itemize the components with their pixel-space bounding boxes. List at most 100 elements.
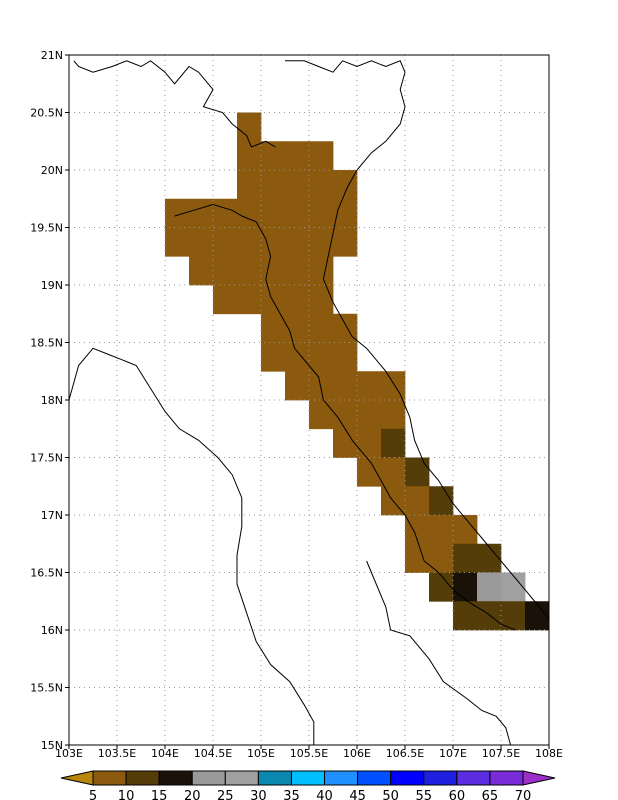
grid-cell bbox=[477, 572, 502, 602]
grid-cell bbox=[237, 227, 262, 257]
colorbar-label: 25 bbox=[217, 789, 234, 800]
lat-tick-label: 16.5N bbox=[30, 567, 63, 580]
grid-cell bbox=[213, 227, 238, 257]
lon-tick-label: 104E bbox=[151, 747, 179, 760]
grid-cell bbox=[357, 371, 382, 401]
grid-cell bbox=[333, 342, 358, 372]
grid-cell bbox=[189, 227, 214, 257]
colorbar-swatch bbox=[125, 770, 160, 786]
grid-cell bbox=[285, 227, 310, 257]
colorbar-label: 20 bbox=[184, 789, 201, 800]
grid-cell bbox=[453, 601, 478, 631]
grid-cell bbox=[237, 198, 262, 228]
colorbar-label: 15 bbox=[151, 789, 168, 800]
lon-tick-label: 106.5E bbox=[386, 747, 424, 760]
grid-cell bbox=[429, 543, 454, 573]
gridlines bbox=[69, 55, 549, 745]
grid-cell bbox=[261, 256, 286, 286]
colorbar-swatch bbox=[489, 770, 524, 786]
grid-cell bbox=[165, 227, 190, 257]
grid-cell bbox=[237, 112, 262, 142]
grid-cell bbox=[237, 170, 262, 200]
grid-cell bbox=[261, 198, 286, 228]
grid-cell bbox=[309, 313, 334, 343]
lon-tick-label: 106E bbox=[343, 747, 371, 760]
grid-cell bbox=[309, 141, 334, 171]
colorbar-label: 35 bbox=[283, 789, 300, 800]
lat-tick-label: 17.5N bbox=[30, 452, 63, 465]
grid-cell bbox=[453, 515, 478, 545]
lat-tick-label: 15.5N bbox=[30, 682, 63, 695]
colorbar-label: 40 bbox=[316, 789, 333, 800]
latitude-ticks: 15N 15.5N 16N 16.5N 17N 17.5N 18N 18.5N 19N 19.5N… bbox=[30, 49, 69, 752]
colorbar-swatch bbox=[92, 770, 127, 786]
grid-cell bbox=[405, 486, 430, 516]
grid-cell bbox=[333, 227, 358, 257]
colorbar-swatch bbox=[158, 770, 193, 786]
grid-cell bbox=[309, 371, 334, 401]
lat-tick-label: 21N bbox=[41, 49, 63, 62]
grid-cell bbox=[333, 170, 358, 200]
grid-cell bbox=[477, 543, 502, 573]
lon-tick-label: 103E bbox=[55, 747, 83, 760]
colorbar-swatch bbox=[423, 770, 458, 786]
grid-cell bbox=[333, 428, 358, 458]
grid-cell bbox=[381, 371, 406, 401]
grid-cell bbox=[237, 285, 262, 315]
vietnam-laos-border bbox=[174, 203, 516, 631]
colorbar-label: 30 bbox=[250, 789, 267, 800]
lat-tick-label: 17N bbox=[41, 509, 63, 522]
colorbar-swatch bbox=[257, 770, 292, 786]
grid-cell bbox=[285, 285, 310, 315]
precipitation-cells bbox=[165, 112, 550, 631]
colorbar-swatch bbox=[324, 770, 359, 786]
lat-tick-label: 16N bbox=[41, 624, 63, 637]
lon-tick-label: 107.5E bbox=[482, 747, 520, 760]
grid-cell bbox=[309, 170, 334, 200]
grid-cell bbox=[453, 543, 478, 573]
lon-tick-label: 105.5E bbox=[290, 747, 328, 760]
colorbar-swatch bbox=[357, 770, 392, 786]
grid-cell bbox=[261, 313, 286, 343]
grid-cell bbox=[285, 141, 310, 171]
grid-cell bbox=[237, 141, 262, 171]
grid-cell bbox=[405, 543, 430, 573]
lat-tick-label: 18N bbox=[41, 394, 63, 407]
grid-cell bbox=[357, 457, 382, 487]
colorbar-label: 55 bbox=[415, 789, 432, 800]
colorbar-label: 45 bbox=[349, 789, 366, 800]
colorbar-label: 10 bbox=[118, 789, 135, 800]
grid-cell bbox=[453, 572, 478, 602]
grid-cell bbox=[405, 457, 430, 487]
colorbar-swatch bbox=[224, 770, 259, 786]
lat-tick-label: 18.5N bbox=[30, 337, 63, 350]
grid-cell bbox=[285, 371, 310, 401]
grid-cell bbox=[309, 256, 334, 286]
border-north bbox=[285, 60, 406, 171]
grid-cell bbox=[189, 256, 214, 286]
colorbar-label: 70 bbox=[515, 789, 532, 800]
grid-cell bbox=[213, 285, 238, 315]
grid-cell bbox=[309, 198, 334, 228]
lat-tick-label: 15N bbox=[41, 739, 63, 752]
grid-cell bbox=[381, 457, 406, 487]
grid-cell bbox=[261, 227, 286, 257]
grid-cell bbox=[261, 170, 286, 200]
colorbar-swatch bbox=[456, 770, 491, 786]
grid-cell bbox=[429, 486, 454, 516]
grid-cell bbox=[357, 428, 382, 458]
grid-cell bbox=[285, 256, 310, 286]
lon-tick-label: 108E bbox=[535, 747, 563, 760]
colorbar-label: 65 bbox=[482, 789, 499, 800]
grid-cell bbox=[213, 256, 238, 286]
grid-cell bbox=[237, 256, 262, 286]
grid-cell bbox=[309, 285, 334, 315]
grid-cell bbox=[501, 572, 526, 602]
lon-tick-label: 105E bbox=[247, 747, 275, 760]
grid-cell bbox=[333, 371, 358, 401]
lat-tick-label: 20N bbox=[41, 164, 63, 177]
grid-cell bbox=[309, 400, 334, 430]
colorbar-label: 5 bbox=[89, 789, 97, 800]
colorbar-under-triangle bbox=[60, 770, 94, 786]
